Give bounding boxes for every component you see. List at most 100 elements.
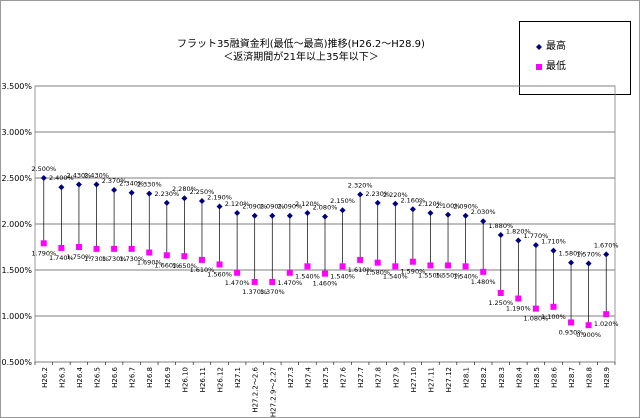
x-tick-label: H26.10 xyxy=(181,367,189,392)
x-tick-label: H27.4 xyxy=(304,366,312,387)
max-point xyxy=(445,211,452,218)
max-data-label: 2.330% xyxy=(137,181,162,189)
min-data-label: 1.750% xyxy=(67,253,92,261)
max-point xyxy=(515,237,522,244)
x-tick-label: H28.8 xyxy=(586,367,594,388)
y-tick-label: 2.500% xyxy=(1,174,32,183)
x-tick-label: H28.4 xyxy=(515,366,523,387)
min-point xyxy=(357,256,364,263)
legend-label-max: 最高 xyxy=(546,41,566,52)
min-point xyxy=(75,244,82,250)
max-data-label: 1.570% xyxy=(576,251,601,259)
x-tick-label: H27.8 xyxy=(375,367,383,388)
max-point xyxy=(322,213,328,220)
y-tick-label: 0.500% xyxy=(1,358,32,367)
min-data-label: 1.550% xyxy=(418,271,443,279)
max-data-label: 2.090% xyxy=(453,203,478,211)
max-data-label: 1.770% xyxy=(524,232,549,240)
min-point xyxy=(163,252,170,259)
min-point xyxy=(111,245,118,252)
y-tick-label: 2.000% xyxy=(1,220,32,229)
max-point xyxy=(128,189,135,196)
y-tick-label: 3.500% xyxy=(1,82,32,91)
min-data-label: 1.740% xyxy=(49,254,74,262)
min-point xyxy=(497,290,504,296)
x-tick-label: H28.1 xyxy=(463,367,471,388)
min-point xyxy=(93,245,100,252)
max-point xyxy=(40,175,47,181)
x-tick-label: H28.3 xyxy=(498,367,506,388)
max-data-label: 2.250% xyxy=(190,188,215,196)
max-data-label: 2.100% xyxy=(436,202,461,210)
max-point xyxy=(181,195,188,202)
max-data-label: 2.340% xyxy=(119,180,144,188)
min-data-label: 1.790% xyxy=(31,249,56,257)
legend: 最高 最低 xyxy=(519,21,631,95)
x-tick-label: H26.4 xyxy=(76,366,84,387)
max-point xyxy=(251,212,258,219)
max-point xyxy=(603,251,610,258)
y-tick-label: 1.500% xyxy=(1,266,32,275)
min-point xyxy=(409,258,416,265)
max-data-label: 1.710% xyxy=(541,238,566,246)
max-point xyxy=(234,209,241,216)
max-point xyxy=(198,198,205,204)
min-data-label: 1.470% xyxy=(225,279,250,287)
max-data-label: 1.670% xyxy=(594,241,619,249)
x-tick-label: H27.3 xyxy=(287,367,295,388)
min-point xyxy=(286,269,293,276)
min-data-label: 1.540% xyxy=(330,272,355,280)
min-point xyxy=(251,278,258,285)
max-point xyxy=(111,186,118,193)
max-data-label: 2.120% xyxy=(418,200,443,208)
min-point xyxy=(128,245,135,252)
x-tick-label: H27.9 xyxy=(392,367,400,388)
max-data-label: 2.090% xyxy=(260,203,285,211)
min-point xyxy=(480,268,487,275)
min-point xyxy=(550,303,557,310)
min-data-label: 1.370% xyxy=(242,288,267,296)
min-data-label: 1.250% xyxy=(488,299,513,307)
min-point xyxy=(532,305,539,312)
min-point xyxy=(216,261,223,268)
min-data-label: 1.100% xyxy=(541,313,566,321)
min-point xyxy=(374,259,381,266)
min-point xyxy=(181,253,188,260)
max-data-label: 2.230% xyxy=(154,190,179,198)
max-point xyxy=(286,212,293,219)
min-data-label: 1.370% xyxy=(260,288,285,296)
min-point xyxy=(198,256,205,263)
min-data-label: 1.590% xyxy=(400,268,425,276)
y-tick-label: 3.000% xyxy=(1,128,32,137)
min-data-label: 1.610% xyxy=(190,266,215,274)
x-tick-label: H27.11 xyxy=(427,367,435,392)
min-point xyxy=(40,240,47,247)
min-data-label: 1.580% xyxy=(365,269,390,277)
max-point xyxy=(568,259,575,266)
max-data-label: 1.880% xyxy=(488,222,513,230)
max-point xyxy=(427,209,434,216)
max-point xyxy=(409,206,416,213)
min-data-label: 1.730% xyxy=(102,255,127,263)
max-data-label: 2.400% xyxy=(49,174,74,182)
max-data-label: 2.120% xyxy=(295,200,320,208)
min-data-label: 1.460% xyxy=(313,280,338,288)
x-tick-label: H27.2.9～2.27 xyxy=(269,367,277,417)
x-tick-label: H26.11 xyxy=(199,367,207,392)
min-data-label: 1.080% xyxy=(524,315,549,323)
max-point xyxy=(374,199,381,206)
max-point xyxy=(216,203,223,210)
x-tick-label: H26.6 xyxy=(111,366,119,387)
min-point xyxy=(515,295,522,302)
x-tick-label: H27.6 xyxy=(340,366,348,387)
max-point xyxy=(392,200,399,207)
max-data-label: 2.430% xyxy=(67,171,92,179)
max-data-label: 2.030% xyxy=(471,208,496,216)
min-point xyxy=(234,269,241,276)
x-tick-label: H27.1 xyxy=(234,367,242,388)
min-data-label: 1.190% xyxy=(506,305,531,313)
x-tick-label: H26.8 xyxy=(146,367,154,388)
max-point xyxy=(58,184,65,191)
